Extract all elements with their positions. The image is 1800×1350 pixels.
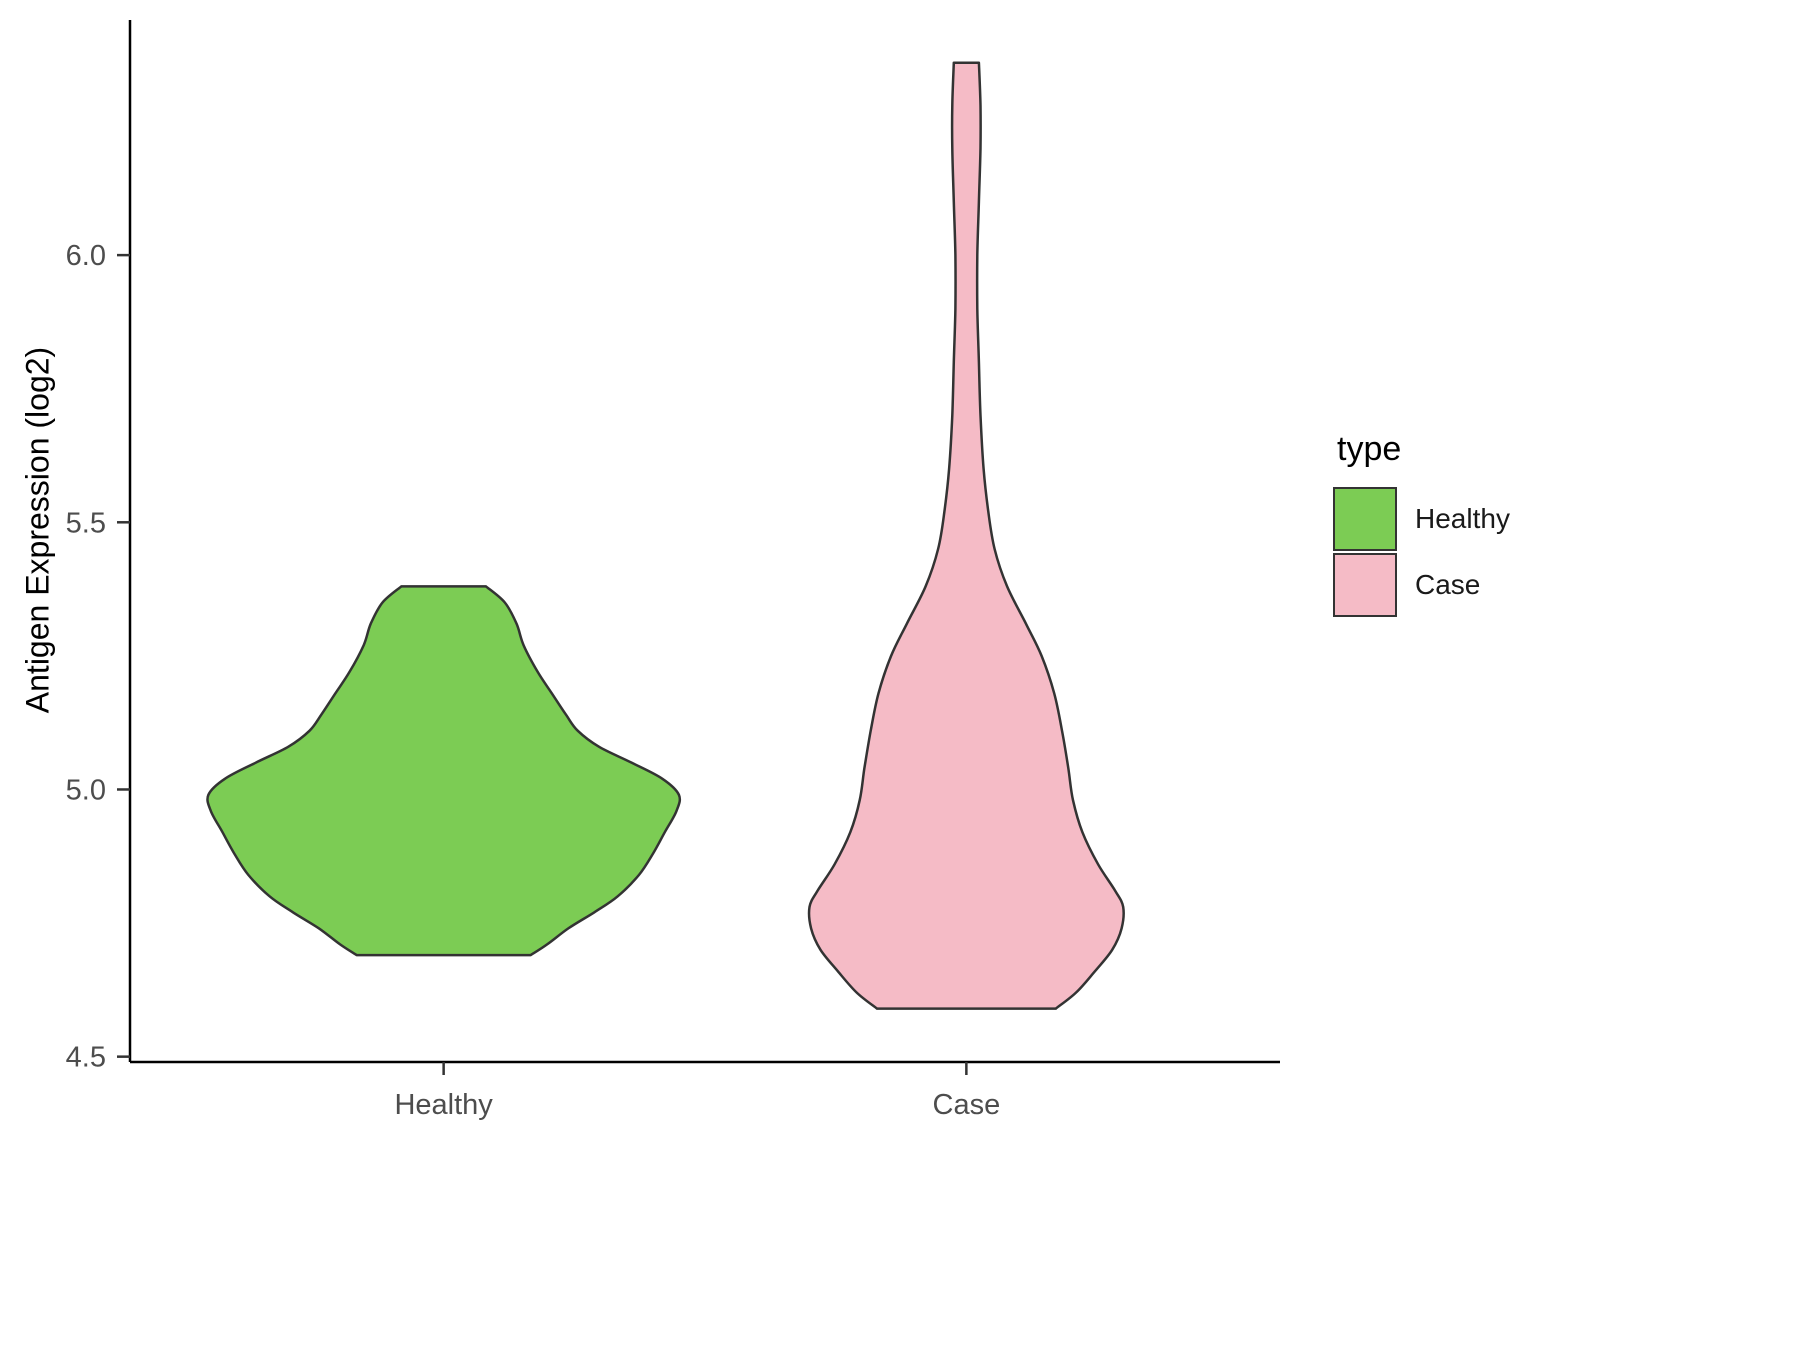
legend-item-healthy: Healthy xyxy=(1333,487,1510,551)
legend-item-case: Case xyxy=(1333,553,1510,617)
y-tick-label: 5.5 xyxy=(66,507,106,539)
legend-label: Healthy xyxy=(1415,503,1510,534)
legend-label: Case xyxy=(1415,569,1481,600)
y-tick-label: 5.0 xyxy=(66,774,106,806)
x-tick-label: Case xyxy=(933,1089,1001,1121)
healthy-violin xyxy=(206,585,682,957)
y-tick-label: 6.0 xyxy=(66,240,106,272)
y-axis-title: Antigen Expression (log2) xyxy=(19,346,56,714)
x-tick-label: Healthy xyxy=(394,1089,493,1121)
legend-swatch-case xyxy=(1333,553,1397,617)
legend-items: Healthy Case xyxy=(1333,487,1510,617)
legend-title: type xyxy=(1337,430,1402,468)
legend-swatch-healthy xyxy=(1333,487,1397,551)
case-violin xyxy=(807,61,1125,1010)
y-tick-label: 4.5 xyxy=(66,1042,106,1074)
legend: type Healthy Case xyxy=(1333,430,1510,619)
